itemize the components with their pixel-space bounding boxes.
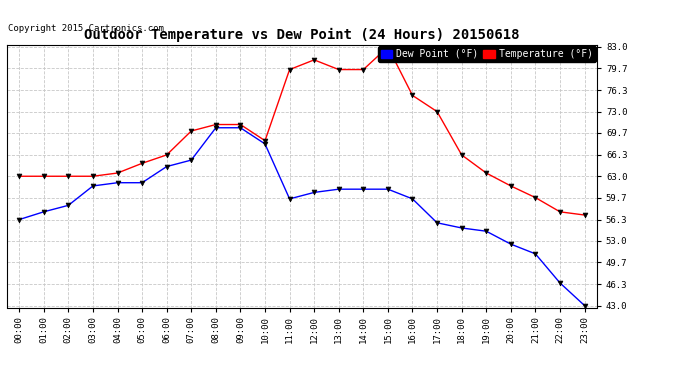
Title: Outdoor Temperature vs Dew Point (24 Hours) 20150618: Outdoor Temperature vs Dew Point (24 Hou… <box>84 28 520 42</box>
Legend: Dew Point (°F), Temperature (°F): Dew Point (°F), Temperature (°F) <box>378 46 596 62</box>
Text: Copyright 2015 Cartronics.com: Copyright 2015 Cartronics.com <box>8 24 164 33</box>
